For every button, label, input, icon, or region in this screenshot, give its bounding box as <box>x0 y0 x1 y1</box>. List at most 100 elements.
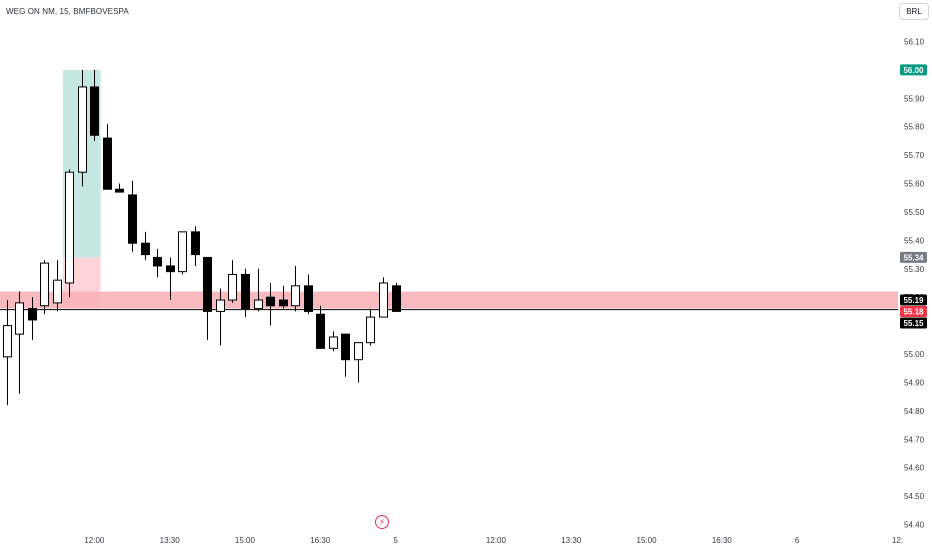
candle-body <box>316 313 325 349</box>
candle <box>115 183 124 193</box>
candle-body <box>366 316 375 344</box>
candle <box>103 123 112 190</box>
candle-body <box>341 333 350 361</box>
time-tick-label: 5 <box>393 536 398 545</box>
candle <box>279 285 288 309</box>
candle-body <box>28 308 37 321</box>
time-tick-label: 12:00 <box>84 536 105 545</box>
price-badge-bg <box>900 306 927 318</box>
price-tick-label: 56.10 <box>904 38 925 47</box>
candle-body <box>3 325 12 358</box>
candle <box>329 331 338 352</box>
price-tick-label: 55.00 <box>904 350 925 359</box>
candle-body <box>203 256 212 312</box>
candle <box>141 231 150 261</box>
price-badge-bg <box>900 64 927 76</box>
candle <box>53 260 62 312</box>
candle <box>341 333 350 377</box>
candle-body <box>40 262 49 307</box>
candle <box>203 256 212 340</box>
candle-body <box>379 282 388 318</box>
currency-button[interactable]: BRL <box>899 3 929 20</box>
price-tick-label: 55.30 <box>904 265 925 274</box>
candle-body <box>178 231 187 273</box>
candle-body <box>103 137 112 190</box>
price-tick-label: 54.90 <box>904 378 925 387</box>
candle <box>153 248 162 278</box>
price-tick-label: 54.40 <box>904 521 925 530</box>
symbol-title[interactable]: WEG ON NM, 15, BMFBOVESPA <box>6 7 129 16</box>
candle <box>366 308 375 346</box>
candle <box>15 291 24 394</box>
candle-body <box>241 273 250 310</box>
candle <box>304 274 313 315</box>
candle <box>216 288 225 346</box>
price-axis[interactable]: 56.10 56.00 55.90 55.80 55.70 55.60 55.50 55.40… <box>904 38 925 530</box>
candle <box>316 305 325 349</box>
candle <box>392 283 401 312</box>
candle-body <box>53 279 62 304</box>
zones-layer <box>0 69 898 311</box>
candle-body <box>304 285 313 312</box>
candle-body <box>279 299 288 307</box>
candle <box>128 180 137 252</box>
candle <box>65 169 74 298</box>
candle-body <box>128 194 137 244</box>
candle-body <box>254 299 263 310</box>
candle-body <box>191 231 200 256</box>
price-badge-bg <box>900 317 927 329</box>
time-tick-label: 12: <box>892 536 903 545</box>
price-badge-bg <box>900 251 927 263</box>
price-tick-label: 54.50 <box>904 492 925 501</box>
candle-body <box>354 342 363 361</box>
candle <box>291 265 300 312</box>
price-badge: 55.15 <box>900 317 927 329</box>
candle <box>228 260 237 303</box>
candle <box>191 226 200 266</box>
candle <box>241 268 250 318</box>
price-tick-label: 55.40 <box>904 236 925 245</box>
candle <box>254 268 263 312</box>
candle-body <box>216 299 225 312</box>
candle-body <box>78 86 87 173</box>
candle-body <box>15 302 24 335</box>
price-badge-label: 56.00 <box>903 66 924 75</box>
candle-body <box>65 171 74 284</box>
price-badge-label: 55.34 <box>903 253 924 262</box>
candle <box>78 69 87 187</box>
price-badge: 55.18 <box>900 306 927 318</box>
time-tick-label: 15:00 <box>637 536 658 545</box>
time-tick-label: 16:30 <box>310 536 331 545</box>
price-tick-label: 55.50 <box>904 208 925 217</box>
support-zone-band <box>0 291 898 309</box>
price-badge: 56.00 <box>900 64 927 76</box>
candle-body <box>228 273 237 301</box>
price-tick-label: 55.60 <box>904 180 925 189</box>
candle <box>354 342 363 383</box>
candle-body <box>115 188 124 193</box>
candle <box>379 277 388 318</box>
candle-body <box>166 265 175 273</box>
candle-body <box>153 256 162 267</box>
candle-body <box>90 86 99 136</box>
price-badge-label: 55.19 <box>903 296 924 305</box>
lightning-icon[interactable]: ⚡ <box>375 515 389 529</box>
price-badge: 55.34 <box>900 251 927 263</box>
candle <box>166 257 175 301</box>
candle-body <box>291 285 300 307</box>
time-tick-label: 13:30 <box>160 536 181 545</box>
price-tick-label: 55.90 <box>904 94 925 103</box>
price-badge-bg <box>900 294 927 306</box>
candle-body <box>392 285 401 312</box>
price-tick-label: 55.80 <box>904 123 925 132</box>
candle <box>266 283 275 326</box>
time-tick-label: 13:30 <box>561 536 582 545</box>
time-tick-label: 12:00 <box>486 536 507 545</box>
time-tick-label: 15:00 <box>235 536 256 545</box>
price-badge-label: 55.15 <box>903 319 924 328</box>
candle <box>178 231 187 275</box>
time-axis[interactable]: 12:00 13:30 15:00 16:30 5 12:00 13:30 15:00 16:3… <box>84 536 903 545</box>
candle-body <box>329 336 338 349</box>
price-tick-label: 54.60 <box>904 464 925 473</box>
